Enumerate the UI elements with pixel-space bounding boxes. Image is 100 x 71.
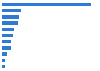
- Bar: [2, 59, 5, 62]
- Bar: [2, 65, 5, 68]
- Bar: [2, 34, 12, 37]
- Bar: [2, 46, 11, 50]
- Bar: [2, 9, 21, 12]
- Bar: [2, 52, 7, 56]
- Bar: [2, 40, 11, 43]
- Bar: [2, 21, 18, 25]
- Bar: [2, 3, 91, 6]
- Bar: [2, 28, 14, 31]
- Bar: [2, 15, 19, 19]
